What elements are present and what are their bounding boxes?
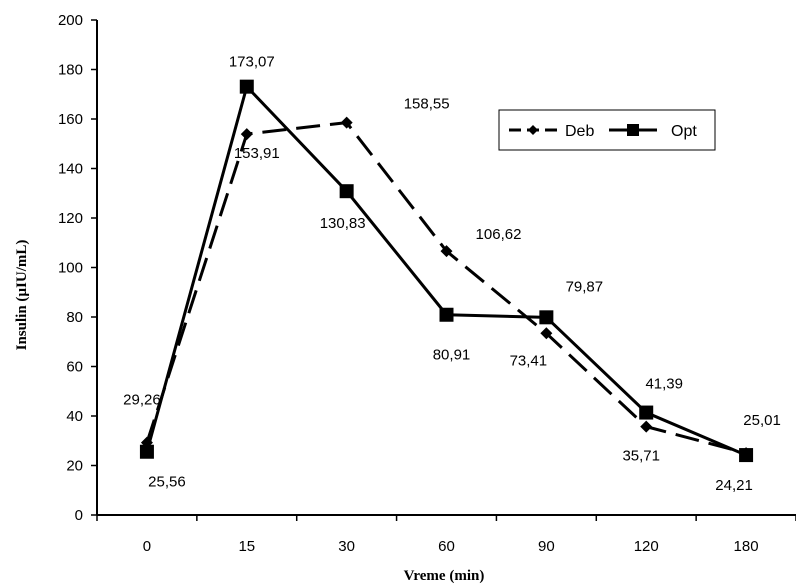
x-tick-label: 15	[238, 538, 255, 555]
data-label-opt: 25,56	[148, 474, 186, 491]
y-axis-ticks: 0 20 40 60 80 100 120 140 160 180 200	[58, 12, 97, 524]
data-point-opt	[139, 444, 154, 459]
data-label-opt: 41,39	[645, 376, 683, 393]
x-axis-title: Vreme (min)	[404, 568, 485, 584]
legend-label-opt: Opt	[671, 123, 697, 140]
x-tick-label: 30	[338, 538, 355, 555]
data-label-deb: 29,26	[123, 392, 161, 409]
y-tick-label: 160	[58, 111, 83, 128]
data-label-deb: 153,91	[234, 145, 280, 162]
y-tick-label: 120	[58, 210, 83, 227]
data-label-opt: 79,87	[566, 278, 604, 295]
y-axis-title: Insulin (µIU/mL)	[14, 240, 30, 351]
x-tick-label: 180	[734, 538, 759, 555]
data-label-opt: 24,21	[715, 477, 753, 494]
data-point-opt	[339, 184, 354, 199]
data-label-deb: 158,55	[404, 96, 450, 113]
data-point-opt	[739, 448, 754, 463]
y-tick-label: 0	[75, 507, 83, 524]
y-tick-label: 180	[58, 62, 83, 79]
x-tick-label: 60	[438, 538, 455, 555]
series-line-deb	[145, 121, 747, 455]
y-tick-label: 60	[66, 359, 83, 376]
x-tick-label: 90	[538, 538, 555, 555]
data-labels: 29,26 153,91 158,55 106,62 73,41 35,71 25,01 25…	[123, 54, 781, 494]
legend: Deb Opt	[498, 109, 716, 151]
x-tick-label: 0	[143, 538, 151, 555]
data-label-deb: 25,01	[743, 412, 781, 429]
data-label-opt: 130,83	[320, 215, 366, 232]
x-tick-label: 120	[634, 538, 659, 555]
y-tick-label: 140	[58, 161, 83, 178]
data-point-opt	[539, 310, 554, 325]
legend-marker-opt	[627, 124, 639, 136]
y-tick-label: 20	[66, 458, 83, 475]
y-tick-label: 80	[66, 309, 83, 326]
legend-marker-deb	[528, 125, 538, 135]
data-point-deb	[240, 128, 253, 141]
x-axis-ticks: 0 15 30 60 90 120 180	[96, 515, 796, 555]
data-label-deb: 35,71	[622, 448, 660, 465]
y-tick-label: 100	[58, 260, 83, 277]
legend-label-deb: Deb	[565, 123, 594, 140]
data-point-deb	[340, 116, 353, 129]
data-label-deb: 106,62	[476, 226, 522, 243]
data-point-deb	[440, 245, 453, 258]
data-label-opt: 80,91	[433, 347, 471, 364]
axes	[96, 20, 796, 516]
y-tick-label: 200	[58, 12, 83, 29]
data-label-opt: 173,07	[229, 54, 275, 71]
y-tick-label: 40	[66, 408, 83, 425]
data-point-opt	[439, 307, 454, 322]
data-point-deb	[540, 327, 553, 340]
data-label-deb: 73,41	[510, 352, 548, 369]
data-point-opt	[239, 79, 254, 94]
data-point-opt	[639, 405, 654, 420]
series-lines	[139, 79, 754, 463]
data-point-deb	[640, 420, 653, 433]
